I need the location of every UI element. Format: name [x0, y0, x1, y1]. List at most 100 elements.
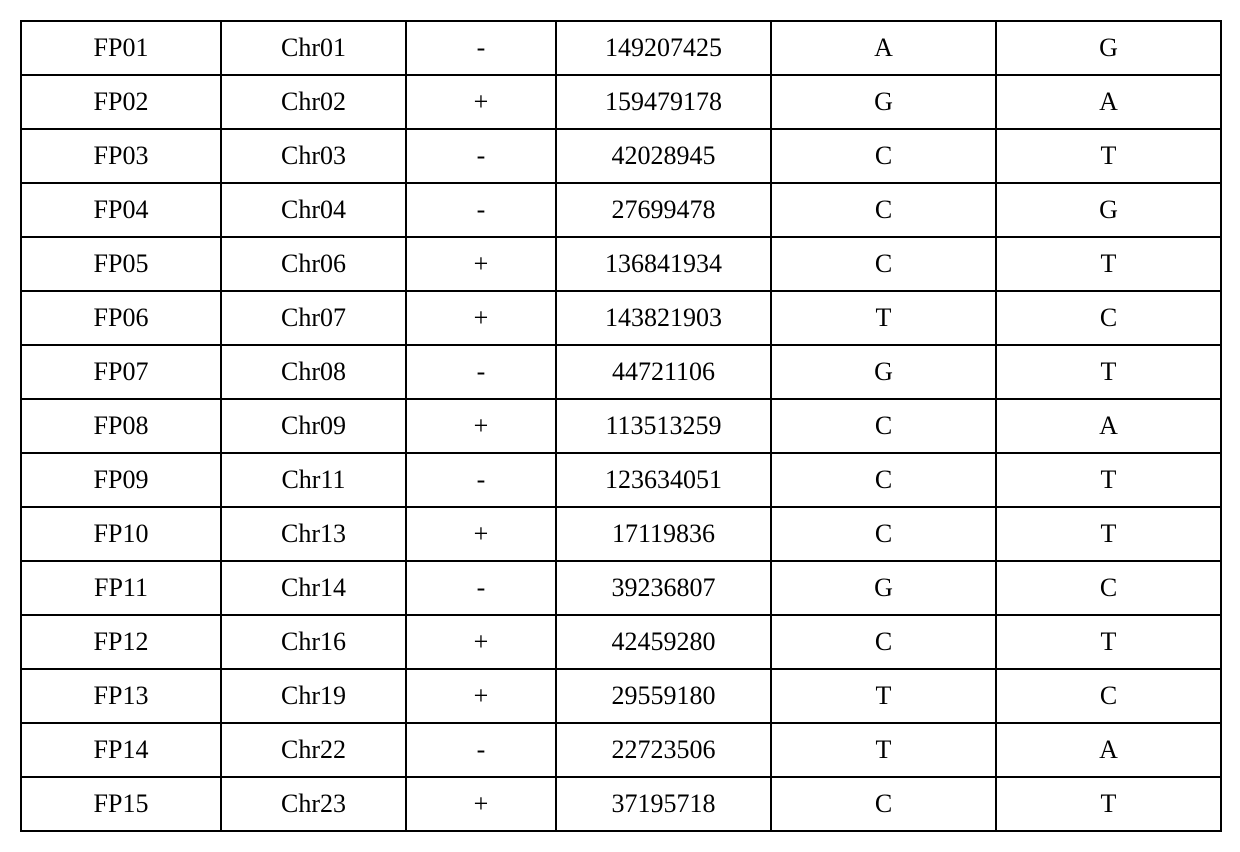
cell-chr: Chr02: [221, 75, 406, 129]
cell-pos: 143821903: [556, 291, 771, 345]
cell-alt: A: [996, 399, 1221, 453]
data-table: FP01 Chr01 - 149207425 A G FP02 Chr02 + …: [20, 20, 1222, 832]
cell-chr: Chr11: [221, 453, 406, 507]
cell-strand: +: [406, 291, 556, 345]
cell-id: FP14: [21, 723, 221, 777]
cell-chr: Chr03: [221, 129, 406, 183]
cell-alt: T: [996, 615, 1221, 669]
cell-alt: C: [996, 669, 1221, 723]
cell-ref: C: [771, 453, 996, 507]
cell-pos: 22723506: [556, 723, 771, 777]
cell-chr: Chr06: [221, 237, 406, 291]
cell-id: FP10: [21, 507, 221, 561]
cell-strand: -: [406, 183, 556, 237]
cell-ref: C: [771, 507, 996, 561]
cell-pos: 29559180: [556, 669, 771, 723]
cell-pos: 27699478: [556, 183, 771, 237]
cell-ref: T: [771, 291, 996, 345]
cell-ref: C: [771, 237, 996, 291]
cell-chr: Chr01: [221, 21, 406, 75]
cell-alt: A: [996, 723, 1221, 777]
cell-pos: 113513259: [556, 399, 771, 453]
cell-strand: +: [406, 777, 556, 831]
table-row: FP14 Chr22 - 22723506 T A: [21, 723, 1221, 777]
cell-id: FP11: [21, 561, 221, 615]
cell-alt: G: [996, 183, 1221, 237]
cell-ref: T: [771, 723, 996, 777]
cell-pos: 136841934: [556, 237, 771, 291]
table-row: FP10 Chr13 + 17119836 C T: [21, 507, 1221, 561]
cell-alt: T: [996, 777, 1221, 831]
cell-alt: T: [996, 129, 1221, 183]
table-row: FP05 Chr06 + 136841934 C T: [21, 237, 1221, 291]
cell-id: FP12: [21, 615, 221, 669]
cell-pos: 123634051: [556, 453, 771, 507]
cell-pos: 17119836: [556, 507, 771, 561]
cell-pos: 42028945: [556, 129, 771, 183]
cell-ref: G: [771, 561, 996, 615]
cell-id: FP01: [21, 21, 221, 75]
table-row: FP13 Chr19 + 29559180 T C: [21, 669, 1221, 723]
cell-ref: C: [771, 129, 996, 183]
table-row: FP08 Chr09 + 113513259 C A: [21, 399, 1221, 453]
table-row: FP11 Chr14 - 39236807 G C: [21, 561, 1221, 615]
cell-chr: Chr22: [221, 723, 406, 777]
cell-strand: -: [406, 453, 556, 507]
cell-chr: Chr14: [221, 561, 406, 615]
cell-id: FP06: [21, 291, 221, 345]
cell-chr: Chr13: [221, 507, 406, 561]
cell-chr: Chr19: [221, 669, 406, 723]
cell-strand: +: [406, 507, 556, 561]
table-row: FP15 Chr23 + 37195718 C T: [21, 777, 1221, 831]
cell-alt: G: [996, 21, 1221, 75]
table-row: FP06 Chr07 + 143821903 T C: [21, 291, 1221, 345]
cell-strand: +: [406, 399, 556, 453]
cell-pos: 44721106: [556, 345, 771, 399]
cell-chr: Chr07: [221, 291, 406, 345]
cell-id: FP04: [21, 183, 221, 237]
cell-id: FP15: [21, 777, 221, 831]
table-row: FP03 Chr03 - 42028945 C T: [21, 129, 1221, 183]
cell-strand: -: [406, 561, 556, 615]
cell-id: FP02: [21, 75, 221, 129]
cell-strand: -: [406, 129, 556, 183]
cell-strand: +: [406, 75, 556, 129]
table-row: FP01 Chr01 - 149207425 A G: [21, 21, 1221, 75]
cell-id: FP08: [21, 399, 221, 453]
cell-alt: C: [996, 291, 1221, 345]
cell-alt: T: [996, 507, 1221, 561]
cell-alt: T: [996, 453, 1221, 507]
cell-chr: Chr23: [221, 777, 406, 831]
cell-strand: -: [406, 723, 556, 777]
cell-alt: T: [996, 237, 1221, 291]
cell-chr: Chr08: [221, 345, 406, 399]
cell-pos: 159479178: [556, 75, 771, 129]
cell-id: FP03: [21, 129, 221, 183]
cell-ref: T: [771, 669, 996, 723]
cell-ref: C: [771, 615, 996, 669]
cell-alt: A: [996, 75, 1221, 129]
cell-strand: +: [406, 669, 556, 723]
table-row: FP02 Chr02 + 159479178 G A: [21, 75, 1221, 129]
cell-chr: Chr04: [221, 183, 406, 237]
cell-strand: +: [406, 615, 556, 669]
cell-ref: C: [771, 399, 996, 453]
table-row: FP07 Chr08 - 44721106 G T: [21, 345, 1221, 399]
cell-pos: 37195718: [556, 777, 771, 831]
cell-ref: G: [771, 75, 996, 129]
cell-id: FP09: [21, 453, 221, 507]
cell-ref: C: [771, 183, 996, 237]
cell-strand: -: [406, 21, 556, 75]
cell-ref: A: [771, 21, 996, 75]
cell-pos: 149207425: [556, 21, 771, 75]
table-row: FP04 Chr04 - 27699478 C G: [21, 183, 1221, 237]
cell-ref: C: [771, 777, 996, 831]
cell-id: FP07: [21, 345, 221, 399]
cell-alt: T: [996, 345, 1221, 399]
cell-strand: +: [406, 237, 556, 291]
cell-strand: -: [406, 345, 556, 399]
cell-pos: 39236807: [556, 561, 771, 615]
cell-ref: G: [771, 345, 996, 399]
cell-id: FP13: [21, 669, 221, 723]
cell-alt: C: [996, 561, 1221, 615]
